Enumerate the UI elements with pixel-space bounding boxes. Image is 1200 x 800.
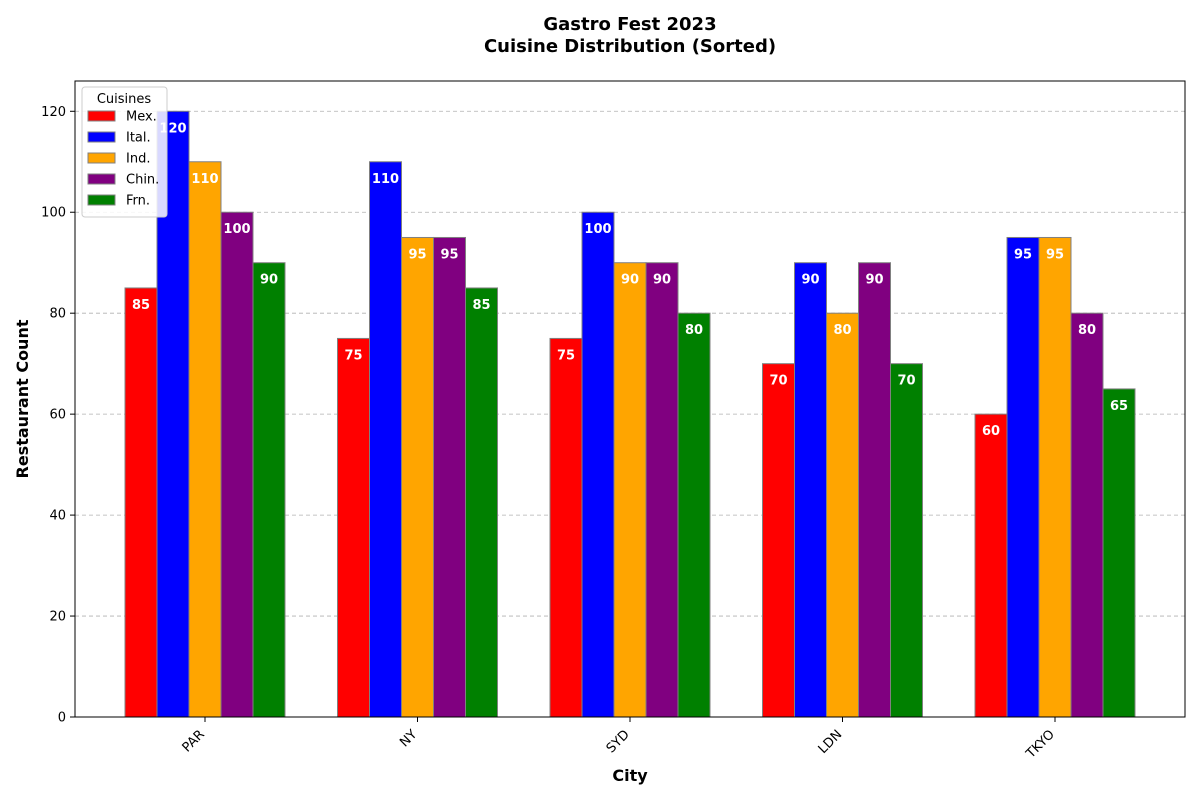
- bar-value-label: 60: [982, 424, 1000, 439]
- bar-ind-syd: [614, 263, 646, 717]
- bar-value-label: 70: [769, 374, 787, 389]
- bar-value-label: 95: [440, 247, 458, 262]
- bar-mex-par: [125, 288, 157, 717]
- bar-value-label: 85: [132, 298, 150, 313]
- bar-chin-ldn: [859, 263, 891, 717]
- bar-ital-ny: [370, 162, 402, 717]
- bar-value-label: 65: [1110, 399, 1128, 414]
- bar-value-label: 80: [1078, 323, 1096, 338]
- bar-value-label: 80: [833, 323, 851, 338]
- bar-ind-ny: [402, 237, 434, 717]
- bar-value-label: 95: [1046, 247, 1064, 262]
- x-tick-label: NY: [397, 727, 420, 750]
- bar-value-label: 95: [408, 247, 426, 262]
- x-tick-label: PAR: [180, 727, 208, 755]
- bar-mex-ldn: [763, 364, 795, 717]
- x-axis-label: City: [612, 766, 648, 785]
- bar-ital-tkyo: [1007, 237, 1039, 717]
- bar-frn-par: [253, 263, 285, 717]
- bar-value-label: 90: [621, 273, 639, 288]
- bar-value-label: 80: [685, 323, 703, 338]
- y-tick-label: 100: [41, 206, 66, 221]
- bar-mex-syd: [550, 338, 582, 717]
- bar-mex-tkyo: [975, 414, 1007, 717]
- y-tick-label: 120: [41, 105, 66, 120]
- y-axis-ticks: 0 20 40 60 80 100 120: [41, 105, 75, 726]
- legend-swatch: [88, 174, 115, 184]
- bar-value-label: 90: [801, 273, 819, 288]
- bar-value-label: 110: [372, 172, 399, 187]
- bar-chin-ny: [434, 237, 466, 717]
- bar-value-label: 90: [260, 273, 278, 288]
- y-tick-label: 20: [49, 610, 66, 625]
- bar-value-label: 75: [557, 348, 575, 363]
- legend-entry: Mex.: [126, 110, 157, 125]
- bar-frn-tkyo: [1103, 389, 1135, 717]
- legend-entry: Chin.: [126, 173, 159, 188]
- legend-swatch: [88, 195, 115, 205]
- x-tick-label: LDN: [816, 727, 846, 757]
- bar-ital-ldn: [795, 263, 827, 717]
- bar-ital-syd: [582, 212, 614, 717]
- bar-frn-ny: [466, 288, 498, 717]
- legend-swatch: [88, 111, 115, 121]
- bar-value-label: 85: [472, 298, 490, 313]
- legend-title: Cuisines: [97, 92, 152, 107]
- legend-entry: Frn.: [126, 194, 150, 209]
- bar-ind-tkyo: [1039, 237, 1071, 717]
- bar-chin-par: [221, 212, 253, 717]
- legend-entry: Ind.: [126, 152, 150, 167]
- legend-entry: Ital.: [126, 131, 151, 146]
- bar-frn-syd: [678, 313, 710, 717]
- x-tick-label: TKYO: [1023, 727, 1058, 762]
- legend-swatch: [88, 153, 115, 163]
- bar-mex-ny: [338, 338, 370, 717]
- y-tick-label: 40: [49, 509, 66, 524]
- legend: Cuisines Mex. Ital. Ind. Chin. Frn.: [82, 87, 167, 217]
- bar-ind-par: [189, 162, 221, 717]
- x-tick-label: SYD: [604, 727, 633, 756]
- bar-ind-ldn: [827, 313, 859, 717]
- y-axis-label: Restaurant Count: [13, 319, 32, 478]
- bar-value-label: 70: [897, 374, 915, 389]
- chart-title: Gastro Fest 2023: [543, 14, 716, 35]
- bar-value-label: 100: [584, 222, 611, 237]
- chart-subtitle: Cuisine Distribution (Sorted): [484, 36, 776, 57]
- bar-frn-ldn: [891, 364, 923, 717]
- bar-chin-syd: [646, 263, 678, 717]
- bar-value-label: 95: [1014, 247, 1032, 262]
- bar-value-label: 90: [653, 273, 671, 288]
- bar-value-label: 75: [344, 348, 362, 363]
- bar-value-label: 90: [865, 273, 883, 288]
- legend-swatch: [88, 132, 115, 142]
- y-tick-label: 0: [58, 711, 66, 726]
- bar-value-label: 100: [223, 222, 250, 237]
- bar-value-label: 110: [191, 172, 218, 187]
- bar-chin-tkyo: [1071, 313, 1103, 717]
- x-axis-ticks: PAR NY SYD LDN TKYO: [180, 717, 1058, 762]
- y-tick-label: 60: [49, 408, 66, 423]
- y-tick-label: 80: [49, 307, 66, 322]
